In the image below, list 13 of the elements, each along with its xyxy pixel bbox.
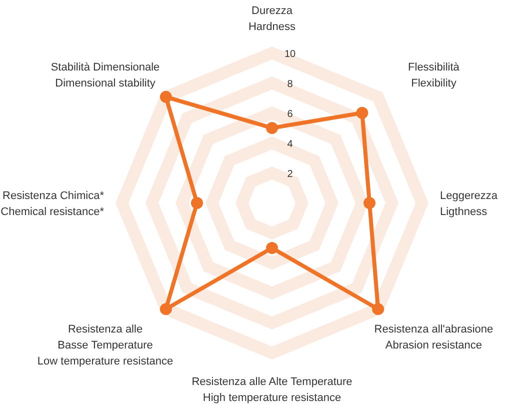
y-tick-label: 8 [287, 79, 294, 90]
spoke-label: Resistenza alle Basse Temperature Low temperature resistance [37, 324, 174, 368]
spoke-label: Resistenza all'abrasione Abrasion resistance [374, 324, 494, 352]
spoke-label: Resistenza Chimica* Chemical resistance* [0, 190, 105, 218]
y-tick-label: 10 [284, 49, 296, 60]
y-tick-label: 2 [287, 169, 294, 180]
y-tick-label: 4 [287, 139, 294, 150]
spoke-label: Stabilità Dimensionale Dimensional stability [50, 61, 160, 90]
y-tick-label: 6 [287, 109, 294, 120]
spoke-label: Resistenza alle Alte Temperature High temperature resistance [192, 376, 352, 404]
spoke-label: Flessibilità Flexibility [408, 61, 460, 90]
spoke-label: Leggerezza Ligthness [440, 190, 498, 218]
spoke-label: Durezza Hardness [248, 5, 296, 33]
